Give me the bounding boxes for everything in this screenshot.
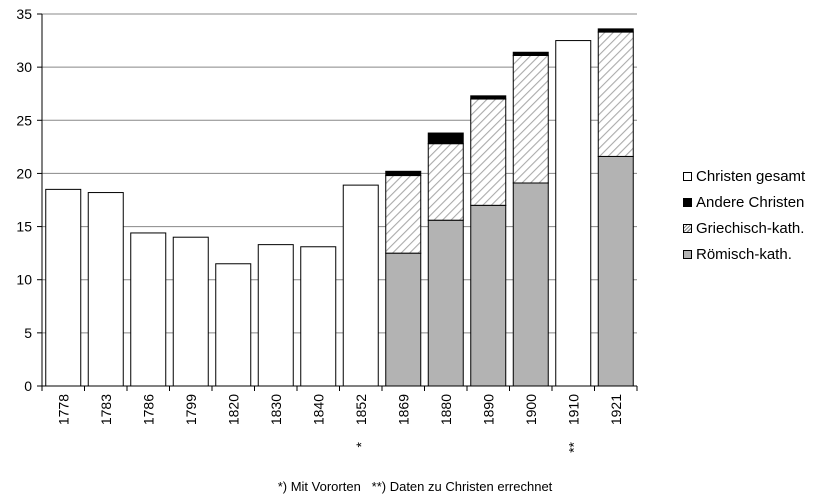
bar-christen-gesamt-1783: [87, 192, 124, 387]
y-tick-label: 10: [16, 272, 32, 288]
legend-item-andere-christen: Andere Christen: [683, 189, 805, 215]
legend-label-andere-christen: Andere Christen: [696, 193, 805, 211]
bar-christen-gesamt-1910: [555, 40, 592, 387]
bar-christen-gesamt-1840: [300, 246, 337, 387]
y-tick-label: 30: [16, 59, 32, 75]
bar-christen-gesamt-1799: [172, 236, 209, 387]
x-tick-label-1852: 1852: [353, 394, 369, 425]
category-markers: * **: [353, 441, 582, 452]
x-tick-labels: 1778 1783 1786 1799 1820 1830 1840 1852 1869 1880…: [55, 394, 624, 425]
bar-christen-gesamt-1778: [45, 188, 82, 387]
bar-andere-christen-1900: [512, 51, 549, 56]
y-tick-label: 20: [16, 165, 32, 181]
bar-griechisch-kath-1869: [385, 175, 422, 254]
x-tick-label-1880: 1880: [438, 394, 454, 425]
legend: Christen gesamt Andere Christen Griechis…: [683, 163, 805, 267]
bar-andere-christen-1921: [597, 28, 634, 33]
x-tick-label-1786: 1786: [140, 394, 156, 425]
bar-christen-gesamt-1852: [342, 184, 379, 387]
legend-swatch-griechisch-kath: [683, 223, 692, 233]
x-tick-label-1799: 1799: [183, 394, 199, 425]
legend-swatch-andere-christen: [683, 197, 692, 207]
y-tick-label: 0: [24, 378, 32, 394]
x-tick-label-1830: 1830: [268, 394, 284, 425]
footnote: *) Mit Vororten **) Daten zu Christen er…: [277, 479, 553, 494]
y-tick-labels: 0 5 10 15 20 25 30 35: [16, 6, 32, 394]
legend-swatch-christen-gesamt: [683, 171, 692, 181]
x-tick-label-1890: 1890: [480, 394, 496, 425]
y-tick-label: 15: [16, 219, 32, 235]
bar-roemisch-kath-1900: [512, 182, 549, 387]
bar-christen-gesamt-1820: [215, 263, 252, 387]
legend-label-griechisch-kath: Griechisch-kath.: [696, 219, 805, 237]
bar-andere-christen-1880: [427, 132, 464, 145]
bars: [45, 28, 634, 387]
legend-swatch-roemisch-kath: [683, 249, 692, 259]
legend-item-christen-gesamt: Christen gesamt: [683, 163, 805, 189]
x-tick-label-1820: 1820: [225, 394, 241, 425]
category-marker-1910: **: [565, 441, 581, 452]
bar-griechisch-kath-1880: [427, 143, 464, 221]
x-tick-label-1910: 1910: [565, 394, 581, 425]
x-tick-label-1840: 1840: [310, 394, 326, 425]
axes: [37, 13, 638, 391]
legend-label-christen-gesamt: Christen gesamt: [696, 167, 806, 185]
bar-roemisch-kath-1869: [385, 252, 422, 387]
bar-griechisch-kath-1890: [470, 98, 507, 206]
y-tick-label: 5: [24, 325, 32, 341]
bar-griechisch-kath-1900: [512, 54, 549, 184]
bar-roemisch-kath-1921: [597, 155, 634, 387]
bar-roemisch-kath-1880: [427, 219, 464, 387]
legend-item-griechisch-kath: Griechisch-kath.: [683, 215, 805, 241]
x-tick-label-1900: 1900: [523, 394, 539, 425]
bar-christen-gesamt-1830: [257, 244, 294, 387]
y-tick-label: 25: [16, 112, 32, 128]
y-tick-label: 35: [16, 6, 32, 22]
category-marker-1852: *: [353, 441, 369, 447]
bar-andere-christen-1890: [470, 95, 507, 100]
x-tick-label-1921: 1921: [608, 394, 624, 425]
bar-andere-christen-1869: [385, 170, 422, 177]
legend-item-roemisch-kath: Römisch-kath.: [683, 241, 805, 267]
legend-label-roemisch-kath: Römisch-kath.: [696, 245, 792, 263]
bar-roemisch-kath-1890: [470, 204, 507, 387]
bar-christen-gesamt-1786: [130, 232, 167, 387]
x-tick-label-1869: 1869: [395, 394, 411, 425]
bar-griechisch-kath-1921: [597, 31, 634, 157]
x-tick-label-1778: 1778: [55, 394, 71, 425]
x-tick-label-1783: 1783: [98, 394, 114, 425]
